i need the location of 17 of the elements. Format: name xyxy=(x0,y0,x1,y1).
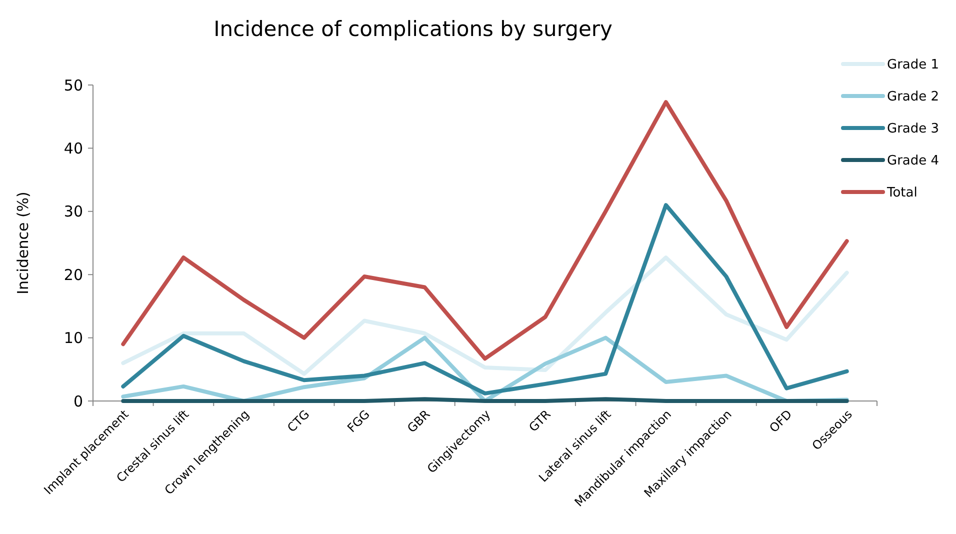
legend-label: Grade 4 xyxy=(887,154,940,169)
line-series xyxy=(121,100,849,361)
legend-label: Grade 2 xyxy=(887,90,940,105)
chart-title: Incidence of complications by surgery xyxy=(214,17,612,41)
y-tick-label: 40 xyxy=(64,139,83,158)
legend-label: Grade 1 xyxy=(887,58,940,73)
y-tick-label: 50 xyxy=(64,76,83,94)
y-tick-label: 0 xyxy=(73,392,83,410)
x-tick-label: GTR xyxy=(526,407,554,434)
y-tick-label: 10 xyxy=(64,329,83,348)
y-tick-label: 30 xyxy=(64,202,83,221)
line-series xyxy=(121,203,849,396)
line-series xyxy=(121,256,849,376)
legend-label: Total xyxy=(886,186,918,201)
y-tick-label: 20 xyxy=(64,266,83,284)
y-axis-title: Incidence (%) xyxy=(14,192,32,294)
legend-label: Grade 3 xyxy=(887,122,940,137)
